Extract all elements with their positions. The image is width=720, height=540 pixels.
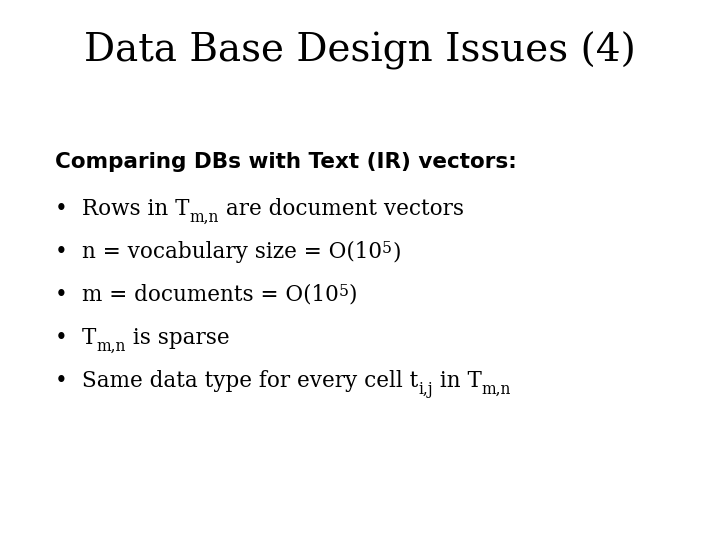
Text: m = documents = O(10: m = documents = O(10 [82, 284, 338, 306]
Text: is sparse: is sparse [126, 327, 230, 349]
Text: Data Base Design Issues (4): Data Base Design Issues (4) [84, 32, 636, 71]
Text: are document vectors: are document vectors [219, 198, 464, 220]
Text: •: • [55, 241, 68, 263]
Text: Rows in T: Rows in T [82, 198, 189, 220]
Text: ): ) [348, 284, 357, 306]
Text: Comparing DBs with Text (IR) vectors:: Comparing DBs with Text (IR) vectors: [55, 152, 517, 172]
Text: in T: in T [433, 370, 482, 392]
Text: i,j: i,j [418, 381, 433, 398]
Text: 5: 5 [338, 282, 348, 300]
Text: •: • [55, 198, 68, 220]
Text: •: • [55, 284, 68, 306]
Text: Same data type for every cell t: Same data type for every cell t [82, 370, 418, 392]
Text: ): ) [392, 241, 400, 263]
Text: •: • [55, 370, 68, 392]
Text: m,n: m,n [189, 209, 219, 226]
Text: m,n: m,n [96, 338, 126, 355]
Text: m,n: m,n [482, 381, 511, 398]
Text: T: T [82, 327, 96, 349]
Text: n = vocabulary size = O(10: n = vocabulary size = O(10 [82, 241, 382, 263]
Text: 5: 5 [382, 240, 392, 256]
Text: •: • [55, 327, 68, 349]
